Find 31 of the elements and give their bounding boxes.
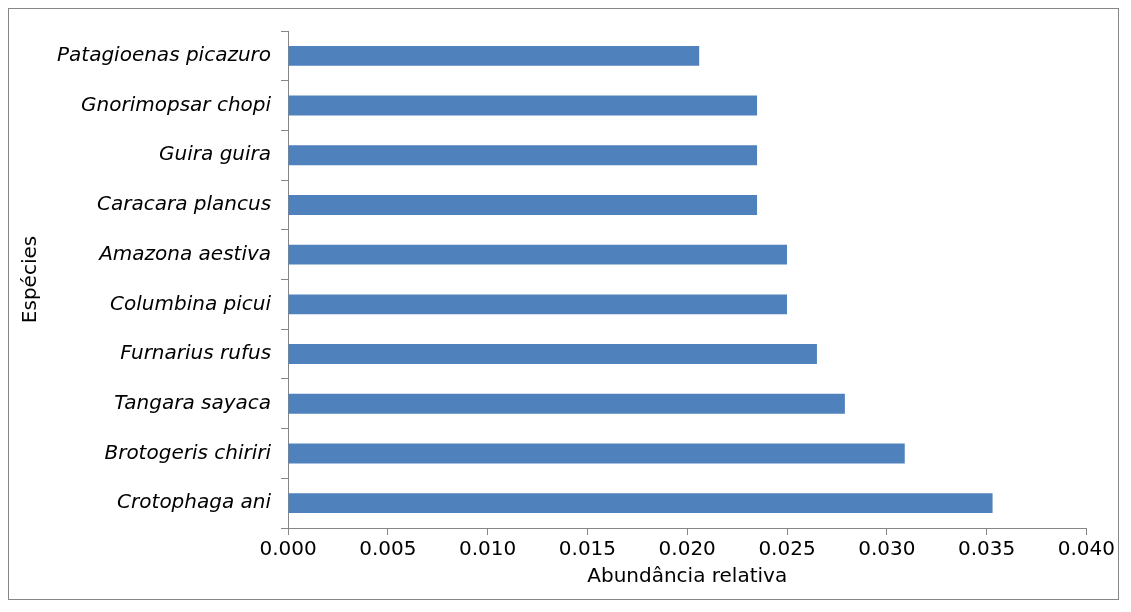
x-tick-label: 0.010 — [459, 536, 517, 561]
y-tick-label: Columbina picui — [110, 290, 272, 315]
x-tick-label: 0.005 — [359, 536, 417, 561]
bar — [288, 95, 758, 116]
bar — [288, 145, 758, 166]
bar — [288, 294, 787, 315]
x-tick-label: 0.025 — [758, 536, 816, 561]
y-tick-label: Amazona aestiva — [97, 240, 272, 265]
x-tick-label: 0.020 — [658, 536, 716, 561]
y-tick-label: Brotogeris chiriri — [104, 439, 272, 464]
y-tick-label: Crotophaga ani — [117, 489, 272, 514]
bar — [288, 393, 845, 414]
y-tick-label: Caracara plancus — [96, 191, 272, 216]
y-tick-label: Furnarius rufus — [120, 340, 272, 365]
x-tick-label: 0.000 — [259, 536, 317, 561]
y-axis-title: Espécies — [17, 235, 42, 324]
y-tick-label: Tangara sayaca — [114, 389, 272, 414]
y-tick-label: Patagioenas picazuro — [56, 42, 272, 67]
bar — [288, 45, 700, 66]
x-axis-title: Abundância relativa — [587, 563, 788, 588]
x-tick-label: 0.040 — [1057, 536, 1115, 561]
x-tick-label: 0.015 — [558, 536, 617, 561]
bar — [288, 344, 817, 364]
x-tick-label: 0.035 — [957, 536, 1016, 561]
y-tick-label: Guira guira — [159, 141, 272, 166]
x-tick-label: 0.030 — [858, 536, 916, 561]
bar — [288, 195, 758, 215]
y-tick-label: Gnorimopsar chopi — [81, 91, 272, 116]
bar — [288, 443, 905, 464]
bar — [288, 493, 993, 514]
bar — [288, 244, 787, 265]
